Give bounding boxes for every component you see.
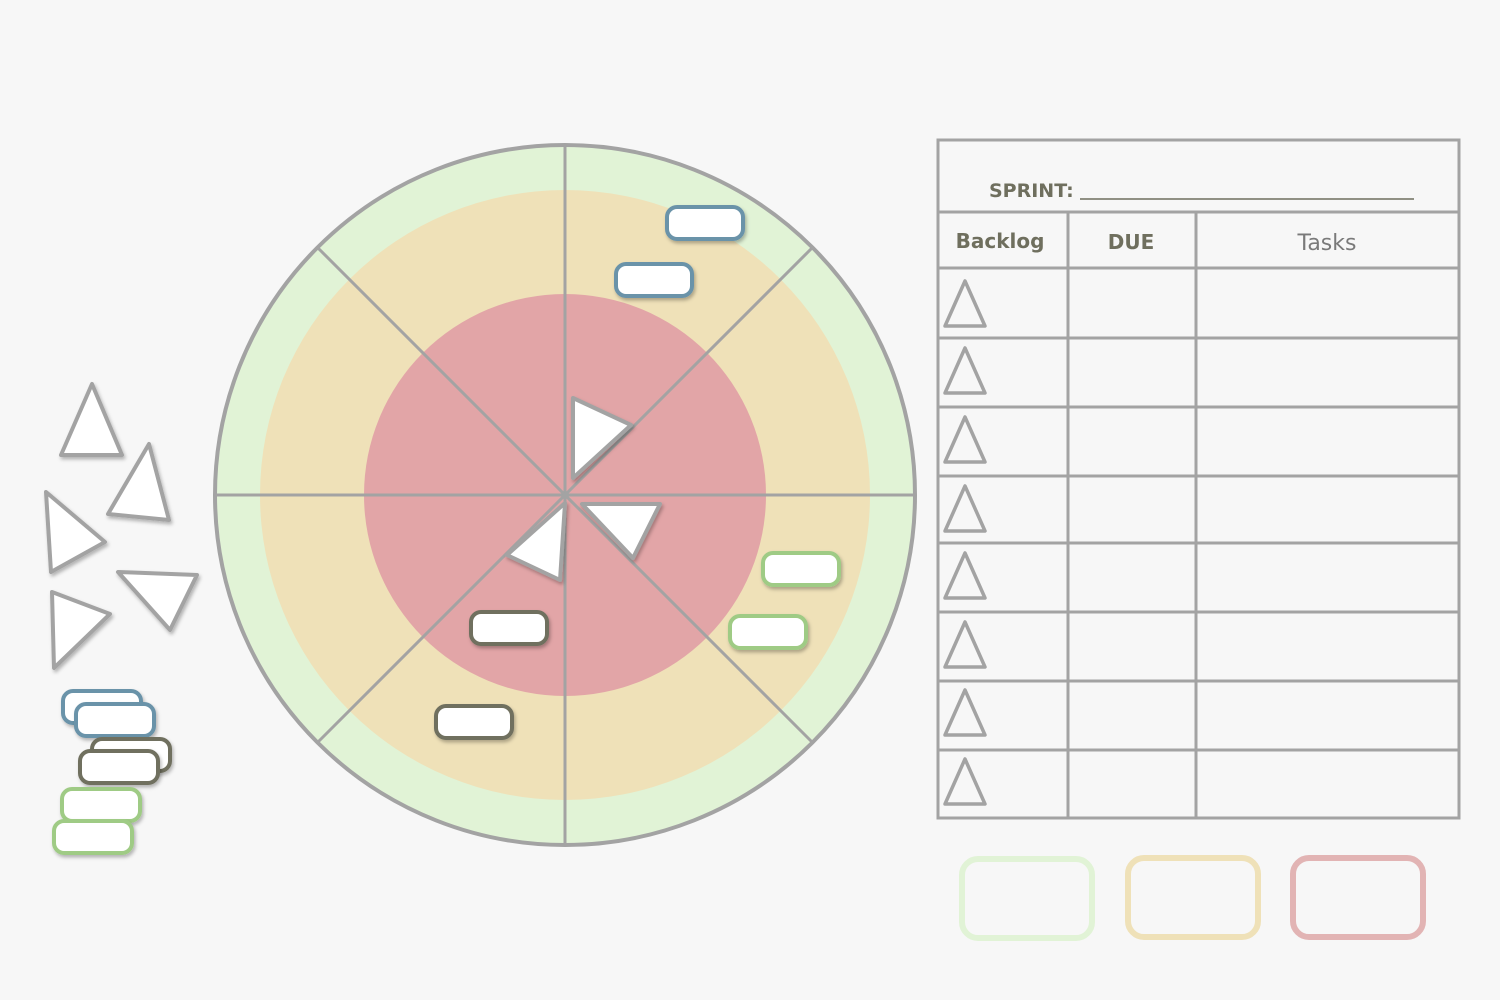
token-tray (44, 382, 199, 855)
triangle-marker[interactable] (44, 490, 107, 574)
backlog-slot-triangle-icon[interactable] (943, 757, 987, 806)
triangle-marker[interactable] (505, 501, 567, 582)
triangle-marker[interactable] (580, 502, 662, 560)
backlog-slot-triangle-icon[interactable] (943, 346, 987, 395)
dark-tag[interactable] (434, 704, 514, 740)
priority-legend (959, 855, 1426, 941)
blue-tag[interactable] (665, 205, 745, 241)
dark-tag[interactable] (469, 610, 549, 646)
column-header-tasks: Tasks (1297, 231, 1357, 256)
triangle-marker[interactable] (571, 396, 633, 480)
dark-tag[interactable] (78, 749, 160, 785)
table-grid (938, 210, 1459, 818)
backlog-slot-triangle-icon[interactable] (943, 620, 987, 669)
placed-tokens (434, 205, 841, 740)
blue-tag[interactable] (614, 262, 694, 298)
table-frame (936, 138, 1461, 820)
triangle-marker[interactable] (50, 590, 112, 670)
triangle-marker[interactable] (116, 570, 199, 632)
backlog-slot-triangle-icon[interactable] (943, 688, 987, 737)
green-tag[interactable] (728, 614, 808, 650)
blue-tag[interactable] (74, 702, 156, 738)
green-tag[interactable] (761, 551, 841, 587)
legend-medium-priority-box[interactable] (1125, 855, 1261, 940)
sprint-table: SPRINT: Backlog DUE Tasks (936, 138, 1461, 820)
wheel-border (213, 143, 917, 847)
backlog-slot-triangle-icon[interactable] (943, 484, 987, 533)
column-header-due: DUE (1108, 230, 1155, 254)
backlog-slot-triangle-icon[interactable] (943, 415, 987, 464)
legend-high-priority-box[interactable] (1290, 855, 1426, 940)
green-tag[interactable] (60, 787, 142, 823)
column-header-backlog: Backlog (956, 229, 1045, 253)
green-tag[interactable] (52, 819, 134, 855)
backlog-slots (943, 279, 987, 806)
wheel-dividers (215, 145, 915, 845)
legend-low-priority-box[interactable] (959, 856, 1095, 941)
backlog-slot-triangle-icon[interactable] (943, 279, 987, 328)
triangle-marker[interactable] (59, 382, 124, 457)
triangle-marker[interactable] (106, 442, 171, 522)
backlog-slot-triangle-icon[interactable] (943, 551, 987, 600)
sprint-label: SPRINT: (989, 180, 1074, 202)
priority-wheel (213, 143, 917, 847)
